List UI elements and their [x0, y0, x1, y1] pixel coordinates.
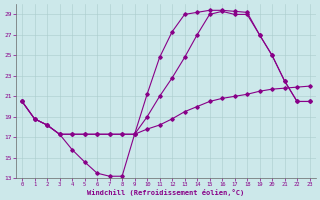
X-axis label: Windchill (Refroidissement éolien,°C): Windchill (Refroidissement éolien,°C) [87, 189, 244, 196]
